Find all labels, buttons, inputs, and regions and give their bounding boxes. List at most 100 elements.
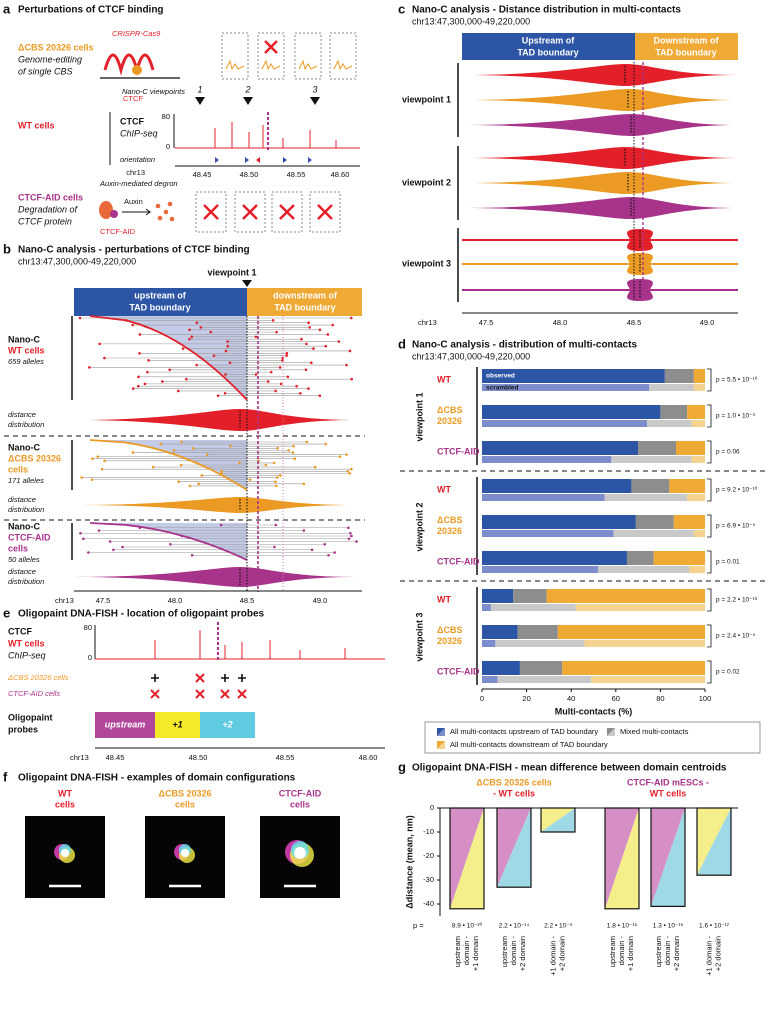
allele-dot [159, 442, 163, 446]
distribution-label: distribution [8, 577, 44, 586]
orientation-arrow [256, 157, 260, 163]
allele-dot [205, 453, 209, 456]
axis-chrom: chr13 [55, 596, 74, 605]
bar-segment [482, 625, 518, 639]
label: CTCF-AID [100, 227, 136, 236]
category-label: ΔCBS [437, 515, 462, 525]
allele-dot [185, 377, 188, 381]
category-label: +1 domain [626, 936, 635, 971]
panel-title: Nano-C analysis - perturbations of CTCF … [18, 245, 250, 256]
allele-dot [219, 523, 223, 527]
allele-dot [285, 351, 289, 355]
x-tick-label: 49.0 [700, 318, 715, 327]
allele-dot [137, 384, 140, 388]
allele-dot [103, 356, 106, 360]
allele-dot [87, 551, 90, 554]
track-cells: WT cells [8, 638, 45, 648]
allele-dot [337, 340, 341, 343]
allele-dot [304, 368, 308, 372]
panel-letter: g [398, 759, 406, 774]
allele-dot [212, 354, 216, 357]
allele-dot [78, 316, 82, 320]
description: Genome-editing [18, 54, 82, 64]
allele-dot [103, 459, 106, 463]
bar-segment [482, 420, 648, 427]
allele-dot [308, 326, 312, 329]
domain-signal [181, 849, 189, 857]
sample-name: CTCF-AID [279, 788, 322, 798]
allele-dot [338, 455, 342, 458]
allele-dot [229, 444, 232, 448]
bar-segment [647, 420, 692, 427]
x-tick-label: 80 [656, 694, 664, 703]
allele-dot [302, 482, 306, 486]
viewpoint-number: 1 [197, 84, 202, 94]
allele-dot [292, 444, 295, 448]
sample-assay: Nano-C [8, 521, 40, 531]
p-value: 8.9 • 10⁻²⁰ [452, 922, 483, 930]
sample-name: cells [290, 799, 310, 809]
panel-letter: a [3, 1, 11, 16]
allele-dot [305, 342, 308, 346]
bar-segment [482, 661, 520, 675]
allele-dot [100, 467, 104, 471]
allele-dot [112, 548, 115, 552]
track-scale: 0 [88, 653, 92, 662]
dashed-box [329, 32, 357, 80]
allele-dot [199, 326, 203, 329]
bar-segment [546, 589, 705, 603]
allele-dot [147, 359, 150, 362]
distribution-label: distance [8, 567, 36, 576]
allele-dot [226, 340, 229, 343]
arrow [122, 208, 152, 216]
category-label: ΔCBS [437, 625, 462, 635]
y-tick-label: 0 [430, 803, 434, 812]
track-scale: 80 [84, 623, 92, 632]
allele-dot [169, 542, 172, 546]
viewpoint-label: viewpoint 1 [402, 94, 451, 104]
distribution-label: distribution [8, 420, 44, 429]
bar-fill [697, 808, 731, 876]
label: orientation [120, 155, 155, 164]
allele-dot [355, 540, 358, 543]
probe-label: upstream [105, 719, 146, 729]
dashed-box [309, 191, 341, 233]
bar-segment [482, 456, 612, 463]
sample-name: CTCF-AID cells [8, 689, 60, 698]
bar-segment [653, 551, 705, 565]
allele-dot [313, 465, 317, 469]
probe-box [95, 712, 155, 738]
allele-dot [271, 319, 275, 322]
p-bracket [707, 478, 712, 502]
cross [264, 40, 278, 54]
fragment [155, 203, 161, 209]
category-label: +1 domain - [548, 936, 557, 976]
probes-label: Oligopaint [8, 712, 53, 722]
probe-label: +1 [172, 719, 182, 729]
bar-segment [584, 640, 705, 647]
category-label: +2 domain [518, 936, 527, 971]
series-label: scrambled [486, 385, 519, 392]
violin [462, 147, 738, 169]
x-tick-label: 47.5 [96, 596, 111, 605]
p-value: p = 6.9 • 10⁻⁵ [716, 523, 756, 530]
bar-segment [575, 604, 705, 611]
group-label: WT cells [650, 788, 687, 798]
category-label: WT [437, 484, 451, 494]
violin [74, 567, 355, 587]
sample-name: cells [8, 464, 28, 474]
orientation-arrow [245, 157, 249, 163]
category-label: 20326 [437, 416, 462, 426]
allele-dot [276, 446, 279, 450]
orientation-arrow [215, 157, 219, 163]
allele-dot [177, 480, 180, 484]
category-label: upstream [608, 936, 617, 967]
allele-dot [188, 484, 192, 488]
bar-segment [660, 405, 688, 419]
description: CTCF protein [18, 216, 72, 226]
bar-segment [490, 604, 576, 611]
allele-dot [350, 534, 353, 538]
allele-dot [168, 368, 172, 372]
sample-name: WT [58, 788, 72, 798]
